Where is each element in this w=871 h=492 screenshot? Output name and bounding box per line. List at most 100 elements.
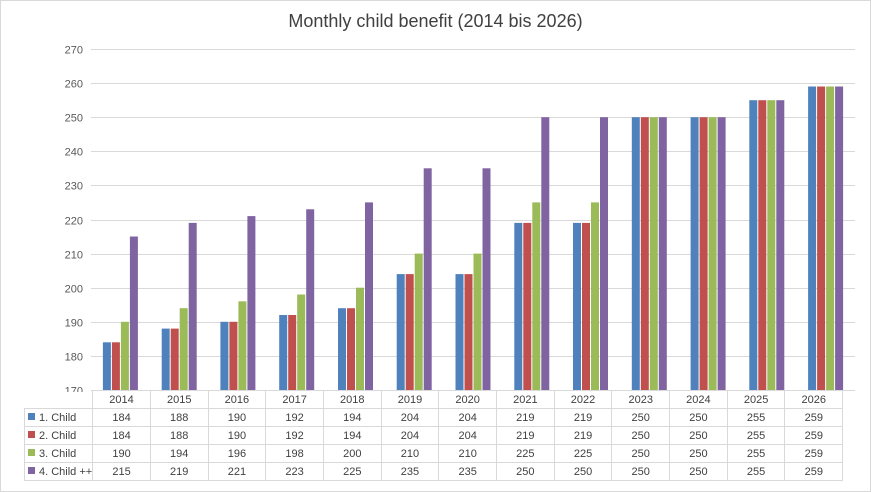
bar-2020-series-4 xyxy=(482,168,491,390)
table-row: 3. Child 190 194 196 198 200 210 210 225 225 250 25… xyxy=(23,444,844,463)
bar-2025-series-2 xyxy=(758,100,767,390)
bars xyxy=(102,86,844,390)
bar-2016-series-2 xyxy=(229,321,238,390)
category-label: 2023 xyxy=(611,390,671,409)
bar-2018-series-2 xyxy=(347,308,355,390)
bar-2015-series-1 xyxy=(161,328,170,390)
y-tick-label: 270 xyxy=(65,45,83,57)
series-legend-label: 1. Child xyxy=(23,408,94,427)
bar-2021-series-3 xyxy=(532,202,541,390)
y-tick-label: 210 xyxy=(65,250,83,262)
data-value-cell: 188 xyxy=(149,408,209,427)
y-tick-label: 180 xyxy=(65,352,83,364)
bar-2022-series-2 xyxy=(582,222,590,390)
category-row: 2014 2015 2016 2017 2018 2019 2020 2021 2022 2023… xyxy=(24,390,844,409)
table-row: 2. Child 184 188 190 192 194 204 204 219 219 250 25… xyxy=(23,426,844,445)
category-label: 2026 xyxy=(784,390,844,409)
data-value-cell: 259 xyxy=(784,426,844,445)
bar-2014-series-3 xyxy=(120,321,129,390)
y-tick-label: 220 xyxy=(65,216,83,228)
data-value-cell: 250 xyxy=(669,444,728,463)
data-value-cell: 190 xyxy=(207,426,267,445)
category-label: 2022 xyxy=(553,390,613,409)
legend-swatch xyxy=(28,449,35,457)
bar-2023-series-2 xyxy=(640,117,649,390)
data-value-cell: 250 xyxy=(496,462,555,481)
bar-2024-series-3 xyxy=(708,117,717,390)
bar-2019-series-4 xyxy=(423,168,432,390)
data-value-cell: 204 xyxy=(380,426,440,445)
data-value-cell: 225 xyxy=(553,444,613,463)
data-value-cell: 223 xyxy=(265,462,324,481)
category-label: 2015 xyxy=(149,390,209,409)
gridlines xyxy=(91,49,855,391)
data-value-cell: 219 xyxy=(553,426,613,445)
bar-2019-series-2 xyxy=(405,274,414,390)
data-value-cell: 235 xyxy=(380,462,440,481)
category-label: 2025 xyxy=(726,390,786,409)
series-name: 4. Child ++ xyxy=(39,465,93,478)
table-row: 1. Child 184 188 190 192 194 204 204 219 219 250 25… xyxy=(23,408,844,427)
data-value-cell: 250 xyxy=(669,462,728,481)
bar-2020-series-2 xyxy=(464,274,473,390)
bar-2018-series-3 xyxy=(356,287,364,390)
data-value-cell: 255 xyxy=(726,444,786,463)
data-value-cell: 204 xyxy=(438,426,498,445)
legend-swatch xyxy=(28,467,35,475)
bar-2015-series-2 xyxy=(170,328,179,390)
data-value-cell: 184 xyxy=(92,408,151,427)
legend-swatch xyxy=(28,413,35,421)
bar-2022-series-3 xyxy=(591,202,599,390)
bar-2025-series-4 xyxy=(776,100,785,390)
data-value-cell: 198 xyxy=(265,444,324,463)
bar-2017-series-2 xyxy=(288,315,297,390)
data-value-cell: 210 xyxy=(438,444,498,463)
data-value-cell: 250 xyxy=(611,444,671,463)
data-value-cell: 194 xyxy=(149,444,209,463)
data-value-cell: 210 xyxy=(380,444,440,463)
y-tick-label: 190 xyxy=(65,318,83,330)
data-value-cell: 192 xyxy=(265,426,324,445)
bar-2016-series-3 xyxy=(238,301,247,390)
bar-2024-series-2 xyxy=(699,117,708,390)
category-label: 2021 xyxy=(496,390,555,409)
y-tick-label: 170 xyxy=(65,386,83,393)
data-value-cell: 225 xyxy=(496,444,555,463)
data-value-cell: 221 xyxy=(207,462,267,481)
bar-2021-series-4 xyxy=(541,117,550,390)
bar-2014-series-4 xyxy=(129,236,138,390)
bar-2017-series-1 xyxy=(279,315,288,390)
data-value-cell: 235 xyxy=(438,462,498,481)
bar-2021-series-2 xyxy=(523,222,532,390)
bar-2026-series-3 xyxy=(826,86,835,390)
series-legend-label: 2. Child xyxy=(23,426,94,445)
data-value-cell: 204 xyxy=(438,408,498,427)
y-tick-label: 260 xyxy=(65,79,83,91)
data-value-cell: 204 xyxy=(380,408,440,427)
data-value-cell: 219 xyxy=(496,408,555,427)
data-value-cell: 219 xyxy=(149,462,209,481)
data-value-cell: 255 xyxy=(726,462,786,481)
data-value-cell: 219 xyxy=(553,408,613,427)
series-legend-label: 3. Child xyxy=(23,444,94,463)
y-tick-label: 200 xyxy=(65,284,83,296)
bar-2021-series-1 xyxy=(514,222,523,390)
bar-2018-series-1 xyxy=(338,308,346,390)
bar-2019-series-3 xyxy=(414,253,423,390)
data-value-cell: 194 xyxy=(322,408,382,427)
data-value-cell: 250 xyxy=(611,462,671,481)
bar-2015-series-3 xyxy=(179,308,188,390)
bar-2022-series-1 xyxy=(573,222,581,390)
y-tick-label: 240 xyxy=(65,147,83,159)
bar-2023-series-1 xyxy=(631,117,640,390)
bar-2015-series-4 xyxy=(188,222,197,390)
data-value-cell: 255 xyxy=(726,426,786,445)
bar-2020-series-3 xyxy=(473,253,482,390)
series-name: 3. Child xyxy=(39,447,77,460)
data-value-cell: 190 xyxy=(92,444,151,463)
bar-2026-series-2 xyxy=(817,86,826,390)
category-label: 2020 xyxy=(438,390,498,409)
series-name: 2. Child xyxy=(39,429,77,442)
data-value-cell: 250 xyxy=(611,408,671,427)
data-value-cell: 194 xyxy=(322,426,382,445)
